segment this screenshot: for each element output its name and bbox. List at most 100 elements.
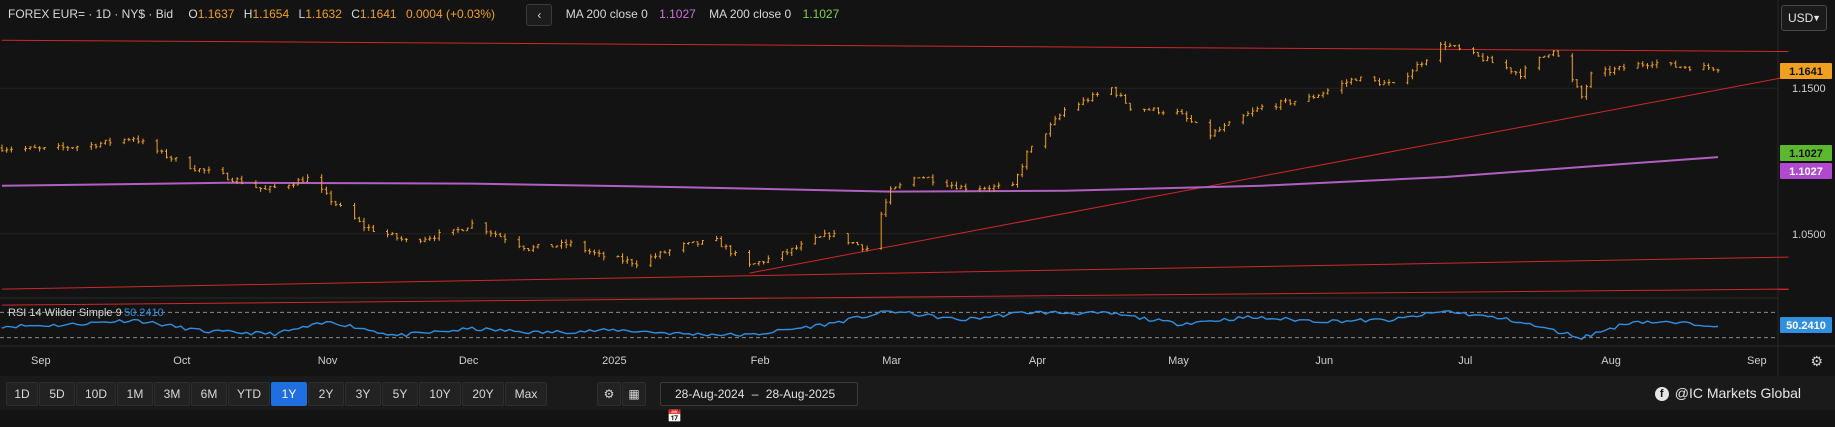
ohlc-bar	[658, 251, 662, 259]
ohlc-bar	[983, 186, 987, 190]
ohlc-bar	[1688, 66, 1692, 72]
ohlc-bar	[1453, 45, 1457, 48]
watermark: f @IC Markets Global	[1654, 382, 1801, 404]
ohlc-bar	[1194, 121, 1198, 124]
ohlc-bar	[1246, 111, 1250, 117]
ohlc-bar	[1044, 133, 1048, 149]
ohlc-bar	[1570, 53, 1574, 83]
currency-select[interactable]: USD ▼	[1781, 5, 1827, 31]
ohlc-bar	[437, 229, 441, 241]
ohlc-bar	[1307, 93, 1311, 102]
ohlc-bar	[1641, 61, 1645, 68]
ohlc-bar	[1053, 115, 1057, 126]
range-button-10y[interactable]: 10Y	[419, 382, 461, 406]
ohlc-bar	[1603, 66, 1607, 77]
legend-collapse-button[interactable]: ‹	[526, 3, 553, 26]
gear-icon[interactable]: ⚙	[597, 382, 621, 406]
price-chart[interactable]: 1.1500 1.0500 Sep Oct Nov Dec 2025 Feb Mar Apr May…	[0, 0, 1835, 376]
ohlc-bar	[879, 211, 883, 250]
range-button-3m[interactable]: 3M	[154, 382, 190, 406]
ohlc-bar	[785, 248, 789, 256]
date-range-picker[interactable]: 28-Aug-2024 – 28-Aug-2025 📅	[660, 382, 858, 423]
ohlc-bar	[724, 244, 728, 250]
ohlc-bar	[1293, 100, 1297, 106]
range-button-10d[interactable]: 10D	[76, 382, 116, 406]
ohlc-bar	[198, 168, 201, 173]
ohlc-bar	[1114, 86, 1118, 98]
ohlc-bar	[456, 226, 460, 233]
ohlc-bar	[1091, 92, 1095, 102]
ohlc-bar	[766, 255, 770, 264]
ohlc-bar	[1556, 50, 1560, 57]
x-tick-label: Apr	[1029, 355, 1046, 367]
range-button-1d[interactable]: 1D	[6, 382, 38, 406]
ohlc-bar	[1128, 102, 1132, 111]
range-button-20y[interactable]: 20Y	[462, 382, 504, 406]
table-view-icon[interactable]: ▦	[622, 382, 646, 406]
ohlc-bar	[1636, 61, 1640, 69]
x-tick-label: Dec	[459, 355, 479, 367]
facebook-icon: f	[1654, 387, 1669, 402]
high-value: 1.1654	[252, 7, 290, 21]
ohlc-bar	[9, 146, 13, 153]
ohlc-bar	[569, 239, 573, 247]
ohlc-bar	[5, 147, 9, 153]
ohlc-bar	[1077, 102, 1081, 111]
watermark-text: @IC Markets Global	[1674, 385, 1801, 401]
ohlc-bar	[926, 176, 930, 179]
ohlc-bar	[1552, 50, 1555, 57]
ohlc-bar	[1373, 76, 1377, 82]
ohlc-bar	[701, 240, 704, 245]
ohlc-bar	[1279, 99, 1283, 110]
ohlc-bar	[1288, 99, 1292, 106]
ohlc-bar	[33, 144, 37, 149]
ohlc-bar	[780, 251, 784, 261]
range-button-max[interactable]: Max	[505, 382, 547, 406]
ohlc-bar	[1354, 78, 1358, 82]
ohlc-bar	[691, 241, 695, 244]
ohlc-bar	[1707, 63, 1711, 70]
range-button-1m[interactable]: 1M	[117, 382, 153, 406]
x-tick-label: 2025	[602, 355, 626, 367]
ohlc-bar	[1321, 91, 1325, 98]
low-value: 1.1632	[305, 7, 342, 21]
ohlc-bar	[404, 238, 408, 243]
ohlc-bar	[564, 239, 568, 249]
x-tick-label: Sep	[31, 355, 51, 367]
ohlc-bar	[357, 216, 361, 223]
ohlc-bar	[748, 250, 751, 267]
rsi-line	[1, 310, 1719, 341]
ohlc-bar	[1326, 88, 1330, 95]
ohlc-bar	[1415, 61, 1419, 72]
ohlc-bar	[1472, 47, 1475, 55]
range-button-2y[interactable]: 2Y	[308, 382, 344, 406]
range-button-6m[interactable]: 6M	[191, 382, 227, 406]
ohlc-bar	[127, 137, 131, 142]
ohlc-bar	[1410, 69, 1414, 80]
range-button-5d[interactable]: 5D	[39, 382, 75, 406]
ohlc-bar	[752, 263, 756, 265]
ohlc-bar	[498, 232, 502, 238]
ohlc-bar	[715, 235, 719, 242]
change-value: 0.0004 (+0.03%)	[405, 7, 496, 21]
range-button-3y[interactable]: 3Y	[345, 382, 381, 406]
ohlc-bar	[856, 241, 860, 246]
range-button-1y[interactable]: 1Y	[271, 382, 307, 406]
gear-icon[interactable]: ⚙	[1810, 353, 1823, 369]
ohlc-bar	[1448, 43, 1452, 48]
range-button-5y[interactable]: 5Y	[382, 382, 418, 406]
ohlc-bar	[917, 177, 921, 179]
ohlc-bar	[696, 241, 700, 247]
ohlc-bar	[287, 184, 291, 190]
range-button-ytd[interactable]: YTD	[228, 382, 270, 406]
y-tick-label: 1.0500	[1792, 229, 1826, 241]
ohlc-bar	[832, 230, 836, 238]
ohlc-bar	[273, 184, 277, 189]
ohlc-bar	[132, 136, 136, 142]
instrument-label: FOREX EUR= · 1D · NY$ · Bid	[8, 7, 174, 21]
ohlc-bar	[823, 229, 827, 238]
ohlc-bar	[451, 229, 455, 236]
ohlc-bar	[1711, 67, 1715, 72]
x-tick-label: May	[1168, 355, 1189, 367]
ohlc-bar	[860, 244, 864, 252]
